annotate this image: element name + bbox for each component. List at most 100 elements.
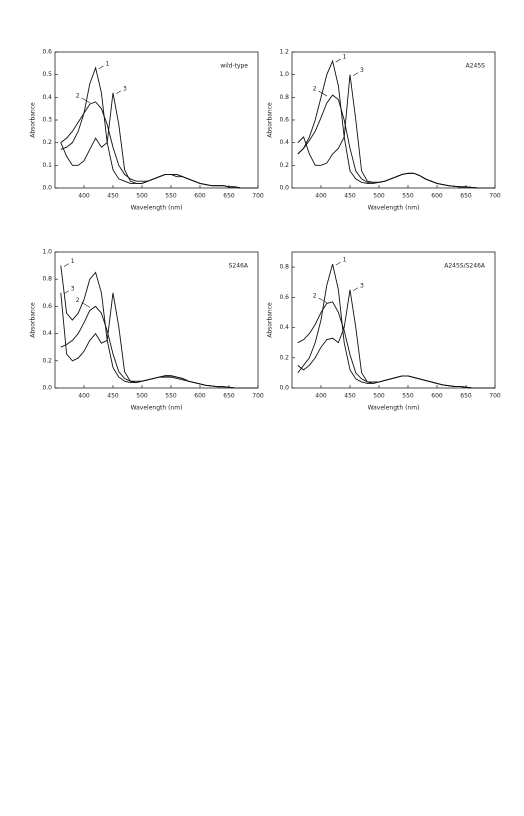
x-tick-label: 550	[402, 393, 414, 400]
y-tick-label: 0.0	[42, 185, 52, 192]
y-tick-label: 0.8	[279, 94, 289, 101]
label-pointer	[353, 287, 359, 292]
curve-label: 1	[106, 60, 110, 67]
y-tick-label: 0.2	[279, 162, 289, 169]
x-tick-label: 650	[223, 193, 235, 200]
x-tick-label: 550	[165, 193, 177, 200]
y-tick-label: 0.0	[279, 385, 289, 392]
x-tick-label: 400	[78, 393, 90, 400]
plot-frame	[291, 251, 496, 389]
spectrum-line	[60, 305, 258, 389]
y-tick-label: 0.6	[42, 303, 52, 310]
y-tick-label: 0.6	[279, 294, 289, 301]
curve-label: 2	[313, 292, 317, 299]
x-tick-label: 450	[344, 193, 356, 200]
y-tick-label: 1.0	[42, 249, 52, 256]
x-tick-label: 500	[373, 393, 385, 400]
curve-label: 2	[76, 297, 80, 304]
x-tick-label: 450	[107, 193, 119, 200]
label-pointer	[81, 97, 91, 104]
curve-label: 3	[71, 285, 75, 292]
x-tick-label: 500	[136, 193, 148, 200]
curve-label: 1	[71, 258, 75, 265]
x-tick-label: 500	[373, 193, 385, 200]
spectrum-line	[297, 59, 495, 189]
curve-label: 3	[360, 67, 364, 74]
x-axis-label: Wavelength (nm)	[131, 205, 183, 212]
y-tick-label: 0.5	[42, 71, 52, 78]
x-tick-label: 700	[252, 393, 264, 400]
x-tick-label: 700	[489, 393, 501, 400]
spectrum-line	[297, 74, 495, 189]
label-pointer	[318, 297, 328, 304]
y-tick-label: 0.4	[279, 139, 289, 146]
y-tick-label: 0.6	[42, 49, 52, 56]
label-pointer	[335, 261, 341, 266]
x-tick-label: 550	[402, 193, 414, 200]
x-tick-label: 600	[194, 193, 206, 200]
label-pointer	[98, 65, 104, 70]
x-tick-label: 400	[78, 193, 90, 200]
y-tick-label: 0.3	[42, 117, 52, 124]
x-tick-label: 650	[460, 393, 472, 400]
y-axis-label: Absorbance	[30, 102, 37, 138]
x-axis-label: Wavelength (nm)	[368, 405, 420, 412]
y-tick-label: 0.8	[279, 264, 289, 271]
label-pointer	[63, 263, 69, 267]
x-tick-label: 450	[107, 393, 119, 400]
x-tick-label: 500	[136, 393, 148, 400]
curve-label: 3	[123, 85, 127, 92]
y-tick-label: 1.2	[279, 49, 289, 56]
x-tick-label: 400	[315, 193, 327, 200]
spectrum-line	[60, 66, 258, 189]
spectrum-line	[297, 263, 495, 389]
spectrum-line	[60, 292, 258, 389]
x-tick-label: 700	[489, 193, 501, 200]
plot-frame	[54, 251, 259, 389]
y-tick-label: 0.8	[42, 276, 52, 283]
y-axis-label: Absorbance	[267, 102, 274, 138]
annotation: A245S/S246A	[444, 263, 486, 270]
x-tick-label: 400	[315, 393, 327, 400]
curve-label: 3	[360, 282, 364, 289]
curve-label: 2	[76, 92, 80, 99]
x-tick-label: 650	[460, 193, 472, 200]
y-tick-label: 0.2	[42, 139, 52, 146]
x-tick-label: 700	[252, 193, 264, 200]
x-tick-label: 600	[431, 393, 443, 400]
spectrum-line	[297, 94, 495, 189]
label-pointer	[353, 72, 359, 76]
curve-label: 1	[343, 257, 347, 264]
label-pointer	[116, 90, 122, 95]
y-tick-label: 0.4	[42, 94, 52, 101]
spectrum-line	[60, 265, 258, 389]
annotation: A245S	[466, 63, 486, 70]
spectrum-line	[297, 289, 495, 389]
plot-frame	[291, 51, 496, 189]
y-tick-label: 0.2	[279, 354, 289, 361]
curve-label: 1	[343, 54, 347, 61]
annotation: S246A	[229, 263, 249, 270]
x-tick-label: 550	[165, 393, 177, 400]
y-tick-label: 0.6	[279, 117, 289, 124]
x-tick-label: 650	[223, 393, 235, 400]
spectrum-line	[60, 92, 258, 189]
x-tick-label: 600	[194, 393, 206, 400]
spectrum-line	[297, 301, 495, 389]
plot-frame	[54, 51, 259, 189]
label-pointer	[81, 302, 91, 308]
label-pointer	[335, 58, 341, 63]
label-pointer	[63, 290, 69, 295]
y-tick-label: 0.0	[279, 185, 289, 192]
y-tick-label: 0.1	[42, 162, 52, 169]
x-tick-label: 600	[431, 193, 443, 200]
y-axis-label: Absorbance	[267, 302, 274, 338]
x-axis-label: Wavelength (nm)	[131, 405, 183, 412]
y-tick-label: 0.4	[42, 330, 52, 337]
annotation: wild-type	[220, 63, 248, 70]
y-tick-label: 0.0	[42, 385, 52, 392]
curve-label: 2	[313, 86, 317, 93]
y-tick-label: 0.4	[279, 324, 289, 331]
